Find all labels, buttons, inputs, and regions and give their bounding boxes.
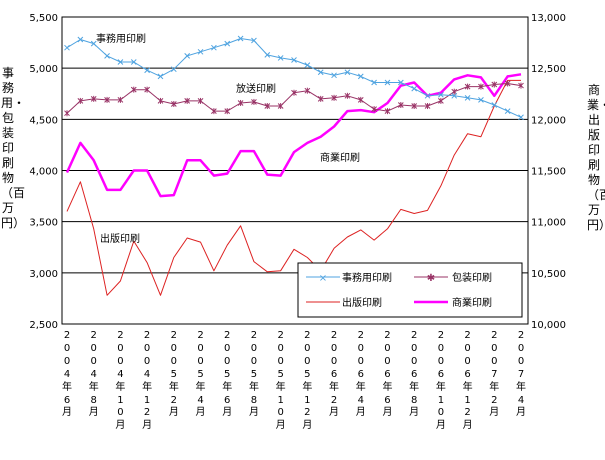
data-point-0 — [197, 48, 204, 55]
data-point-0 — [170, 66, 177, 73]
annotation-housou: 放送印刷 — [236, 82, 276, 95]
data-point-0 — [438, 91, 444, 98]
series-line-2 — [66, 79, 521, 296]
legend: × 事務用印刷 ✱ 包装印刷 出版印刷 商業印刷 — [297, 262, 523, 318]
x-tick-label: 2004年10月 — [115, 330, 126, 432]
left-axis-ticks: 2,500 3,000 3,500 4,000 4,500 5,000 5,500 — [29, 13, 58, 331]
y-left-tick-label: 5,000 — [29, 64, 58, 75]
x-tick-label: 2005年2月 — [168, 330, 179, 419]
data-point-0 — [424, 92, 431, 99]
x-tick-label: 2006年2月 — [329, 330, 340, 419]
annotation-jimu: 事務用印刷 — [96, 32, 146, 45]
data-point-0 — [304, 62, 311, 68]
data-point-0 — [277, 55, 284, 61]
data-point-0 — [117, 59, 124, 65]
x-tick-label: 2004年8月 — [88, 330, 99, 419]
annotation-shuppan: 出版印刷 — [100, 232, 140, 245]
legend-label-shougyou: 商業印刷 — [452, 296, 492, 309]
legend-label-jimu: 事務用印刷 — [342, 271, 392, 284]
data-point-0 — [397, 79, 404, 86]
data-point-0 — [464, 94, 471, 101]
series-layer — [64, 35, 524, 296]
y-right-tick-label: 12,500 — [531, 64, 566, 75]
data-point-0 — [451, 92, 458, 99]
x-tick-label: 2006年6月 — [382, 330, 393, 419]
data-point-0 — [331, 72, 337, 79]
data-point-0 — [264, 52, 271, 58]
y-axis-left-label: 事務用・包装印刷物（百万円） — [1, 66, 26, 230]
x-tick-label: 2007年4月 — [516, 330, 526, 419]
y-right-tick-label: 13,000 — [531, 13, 566, 24]
data-point-0 — [478, 97, 484, 103]
legend-label-shuppan: 出版印刷 — [342, 296, 382, 309]
data-point-0 — [344, 69, 351, 76]
legend-marker-housou: ✱ — [427, 273, 435, 284]
data-point-0 — [224, 40, 231, 47]
right-axis-ticks: 10,000 10,500 11,000 11,500 12,000 12,500 13,0… — [531, 13, 566, 331]
x-tick-label: 2005年6月 — [222, 330, 233, 419]
data-point-0 — [411, 85, 418, 92]
y-left-tick-label: 4,000 — [29, 167, 58, 178]
y-right-tick-label: 11,000 — [531, 218, 566, 229]
legend-marker-jimu: × — [319, 273, 327, 284]
legend-box — [297, 262, 523, 318]
y-left-tick-label: 3,500 — [29, 218, 58, 229]
data-point-0 — [77, 36, 84, 43]
data-point-0 — [518, 114, 524, 121]
annotation-shougyou: 商業印刷 — [320, 151, 360, 164]
y-left-tick-label: 3,000 — [29, 269, 58, 280]
data-point-0 — [90, 40, 97, 47]
data-point-0 — [211, 44, 217, 51]
data-point-0 — [251, 37, 257, 44]
data-point-0 — [384, 79, 391, 86]
data-point-0 — [157, 73, 164, 80]
y-right-tick-label: 11,500 — [531, 167, 566, 178]
x-tick-label: 2007年2月 — [489, 330, 500, 419]
y-left-tick-label: 2,500 — [29, 320, 58, 331]
data-point-0 — [491, 102, 498, 108]
x-tick-label: 2005年8月 — [248, 330, 259, 419]
x-tick-label: 2006年10月 — [435, 330, 446, 432]
y-left-tick-label: 4,500 — [29, 115, 58, 126]
y-right-tick-label: 10,000 — [531, 320, 566, 331]
data-point-0 — [184, 53, 191, 59]
legend-label-housou: 包装印刷 — [452, 271, 492, 284]
data-point-0 — [64, 44, 70, 51]
data-point-0 — [317, 69, 324, 76]
data-point-0 — [357, 73, 364, 80]
data-point-0 — [504, 108, 511, 115]
y-left-tick-label: 5,500 — [29, 13, 58, 24]
y-axis-right-label: 商業・出版印刷物（百万円） — [587, 83, 605, 232]
data-point-0 — [237, 35, 244, 42]
x-tick-label: 2004年6月 — [62, 330, 72, 419]
series-line-3 — [65, 73, 522, 198]
x-tick-label: 2004年12月 — [142, 330, 153, 432]
x-tick-label: 2005年12月 — [302, 330, 313, 432]
x-tick-label: 2006年4月 — [355, 330, 366, 419]
x-tick-label: 2006年12月 — [462, 330, 473, 432]
data-point-0 — [291, 57, 297, 63]
data-point-0 — [104, 53, 110, 59]
y-right-tick-label: 10,500 — [531, 269, 566, 280]
x-tick-label: 2006年8月 — [409, 330, 420, 419]
data-point-0 — [144, 67, 150, 74]
data-point-0 — [371, 79, 377, 86]
data-point-0 — [130, 59, 137, 65]
annotations: 事務用印刷 放送印刷 商業印刷 出版印刷 — [96, 32, 360, 245]
y-right-tick-label: 12,000 — [531, 115, 566, 126]
x-tick-label: 2005年4月 — [195, 330, 206, 419]
x-tick-label: 2005年10月 — [275, 330, 286, 432]
